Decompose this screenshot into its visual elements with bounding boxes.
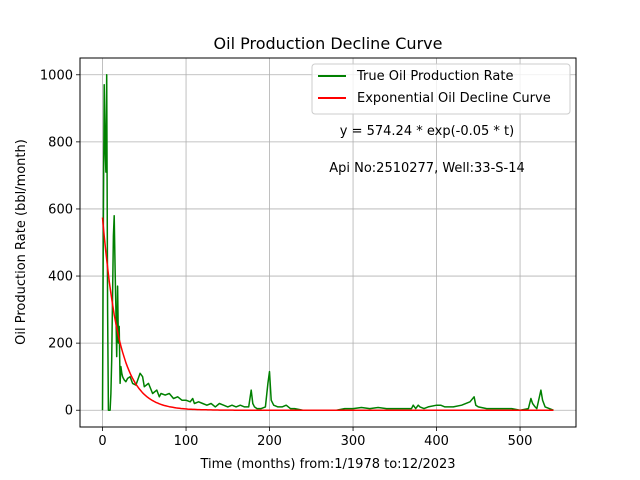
x-tick-label: 300 — [341, 434, 366, 449]
equation-annotation: y = 574.24 * exp(-0.05 * t) — [340, 124, 514, 139]
legend-label-true: True Oil Production Rate — [356, 69, 513, 84]
y-tick-label: 1000 — [40, 68, 73, 83]
series-line-exponential-oil-decline-curve — [101, 217, 554, 411]
x-tick-label: 0 — [98, 434, 106, 449]
x-tick-label: 200 — [257, 434, 282, 449]
x-tick-label: 100 — [174, 434, 199, 449]
well-annotation: Api No:2510277, Well:33-S-14 — [329, 161, 525, 176]
x-tick-label: 500 — [508, 434, 533, 449]
series-layer — [101, 74, 554, 411]
y-ticks: 0 200 400 600 800 1000 — [40, 68, 80, 419]
y-tick-label: 800 — [48, 135, 73, 150]
plot-frame — [79, 57, 577, 428]
x-ticks: 0 100 200 300 400 500 — [98, 427, 532, 449]
y-tick-label: 400 — [48, 270, 73, 285]
x-axis-label: Time (months) from:1/1978 to:12/2023 — [199, 457, 455, 472]
legend-box — [311, 63, 571, 115]
y-tick-label: 200 — [48, 337, 73, 352]
grid — [80, 58, 576, 427]
chart-title: Oil Production Decline Curve — [214, 34, 443, 53]
y-tick-label: 600 — [48, 202, 73, 217]
series-line-true-oil-production-rate — [101, 74, 554, 411]
x-tick-label: 400 — [424, 434, 449, 449]
y-tick-label: 0 — [65, 404, 73, 419]
y-axis-label: Oil Production Rate (bbl/month) — [14, 139, 29, 345]
legend-label-exponential: Exponential Oil Decline Curve — [357, 91, 551, 106]
legend: True Oil Production Rate Exponential Oil… — [311, 63, 571, 115]
